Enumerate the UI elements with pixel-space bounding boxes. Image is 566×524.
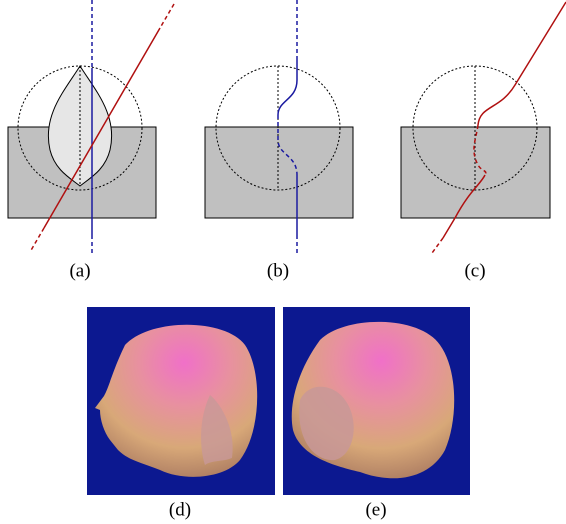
panel-label: (c) <box>464 260 485 281</box>
ray <box>432 238 443 253</box>
ray <box>30 228 44 252</box>
ray <box>160 4 174 28</box>
panel-label: (b) <box>267 260 289 281</box>
panel-b: (b) <box>205 0 353 281</box>
panel-label: (e) <box>365 499 386 520</box>
slab <box>205 127 353 218</box>
ray <box>478 2 566 125</box>
figure: (a) (b) (c) (d) (e) <box>0 0 566 524</box>
panel-a: (a) <box>8 0 174 281</box>
panel-label: (d) <box>169 499 191 520</box>
panel-d: (d) <box>87 307 275 520</box>
panel-c: (c) <box>401 2 566 281</box>
page: (a) (b) (c) (d) (e) (() => { const <box>0 0 566 524</box>
panel-e: (e) <box>283 307 470 520</box>
panel-label: (a) <box>69 260 90 281</box>
